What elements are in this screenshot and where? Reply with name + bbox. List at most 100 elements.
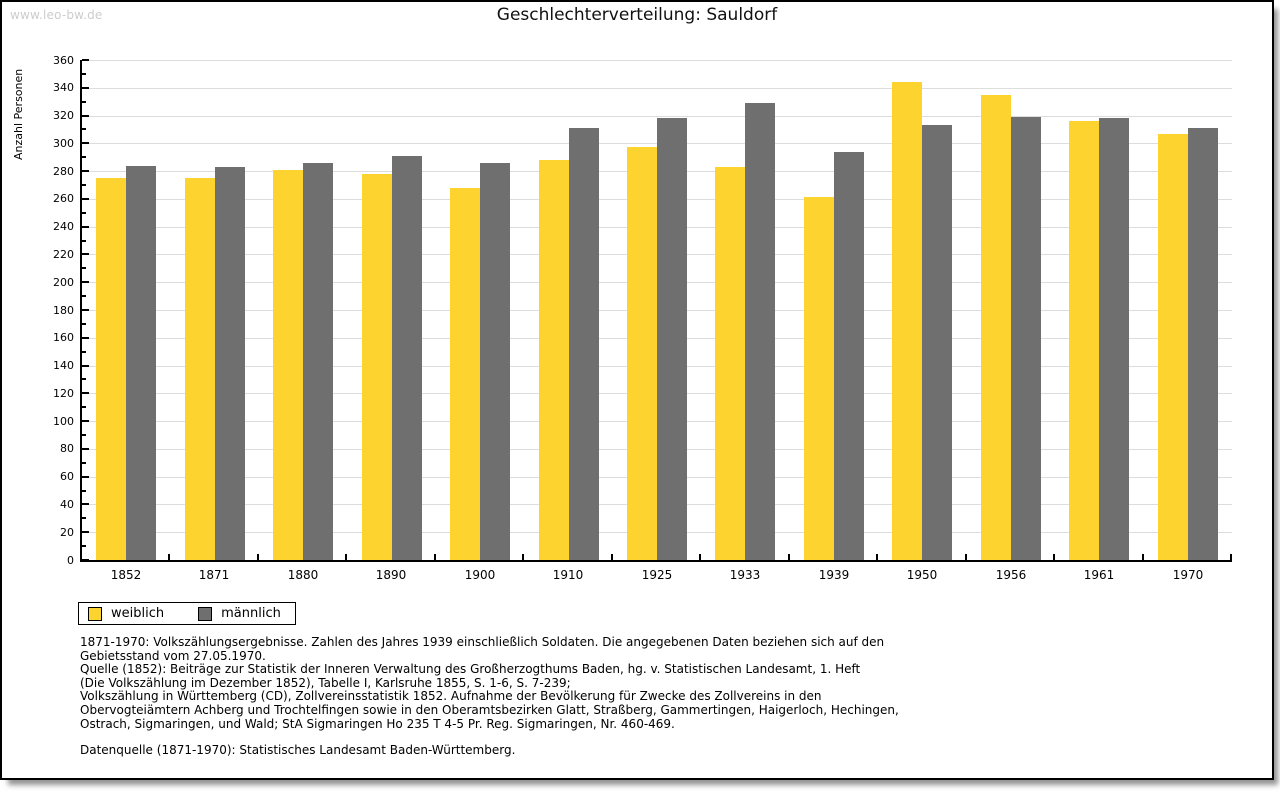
y-tick-160 bbox=[82, 336, 89, 339]
legend-item-weiblich: weiblich bbox=[88, 606, 164, 621]
y-tick-220 bbox=[82, 253, 89, 256]
note-line-2: Gebietsstand vom 27.05.1970. bbox=[80, 648, 266, 663]
y-minor-tick-30 bbox=[82, 517, 86, 520]
legend-item-männlich: männlich bbox=[198, 606, 281, 621]
note-line-4: (Die Volkszählung im Dezember 1852), Tab… bbox=[80, 675, 571, 690]
note-line-1: 1871-1970: Volkszählungsergebnisse. Zahl… bbox=[80, 635, 885, 649]
y-minor-tick-110 bbox=[82, 406, 86, 409]
y-tick-240 bbox=[82, 225, 89, 228]
note-line-5: Volkszählung in Württemberg (CD), Zollve… bbox=[80, 689, 822, 704]
gridline-y-360 bbox=[82, 60, 1232, 61]
x-label-1961: 1961 bbox=[1083, 568, 1115, 582]
bar-männlich-1925 bbox=[657, 118, 687, 560]
bar-männlich-1852 bbox=[126, 166, 156, 560]
x-label-1910: 1910 bbox=[552, 568, 584, 582]
y-tick-label-320: 320 bbox=[53, 109, 74, 123]
y-minor-tick-130 bbox=[82, 378, 86, 381]
x-label-1890: 1890 bbox=[375, 568, 407, 582]
x-tick-9 bbox=[876, 554, 878, 560]
x-tick-13 bbox=[1230, 554, 1232, 560]
y-tick-260 bbox=[82, 197, 89, 200]
y-tick-label-220: 220 bbox=[53, 247, 74, 261]
bar-weiblich-1890 bbox=[362, 174, 392, 560]
x-label-1925: 1925 bbox=[641, 568, 673, 582]
y-tick-label-340: 340 bbox=[53, 81, 74, 95]
x-tick-5 bbox=[522, 554, 524, 560]
x-tick-4 bbox=[434, 554, 436, 560]
bar-weiblich-1933 bbox=[715, 167, 745, 560]
y-tick-label-40: 40 bbox=[60, 497, 74, 511]
y-tick-label-120: 120 bbox=[53, 386, 74, 400]
chart-title: Geschlechterverteilung: Sauldorf bbox=[496, 5, 778, 25]
plot-area: 0 20 40 60 80 100 120 140 160 180 200 220 240 260 280 3… bbox=[53, 54, 1232, 582]
bar-männlich-1910 bbox=[569, 128, 599, 560]
legend-swatch-weiblich bbox=[88, 606, 102, 621]
y-tick-40 bbox=[82, 503, 89, 506]
note-line-7: Ostrach, Sigmaringen, und Wald; StA Sigm… bbox=[80, 716, 675, 731]
note-line-6: Obervogteiämtern Achberg und Trochtelfin… bbox=[80, 702, 899, 717]
bar-männlich-1880 bbox=[303, 163, 333, 560]
y-tick-label-300: 300 bbox=[53, 136, 74, 150]
x-tick-3 bbox=[345, 554, 347, 560]
note-line-3: Quelle (1852): Beiträge zur Statistik de… bbox=[80, 662, 861, 677]
legend-swatch-männlich bbox=[198, 606, 213, 621]
y-tick-label-360: 360 bbox=[53, 53, 74, 67]
y-tick-label-160: 160 bbox=[53, 331, 74, 345]
y-minor-tick-170 bbox=[82, 322, 86, 325]
bar-weiblich-1871 bbox=[185, 178, 215, 560]
y-axis-title: Anzahl Personen bbox=[12, 68, 25, 160]
y-tick-300 bbox=[82, 142, 89, 145]
bar-weiblich-1961 bbox=[1069, 121, 1099, 560]
x-label-1970: 1970 bbox=[1172, 568, 1204, 582]
bar-weiblich-1939 bbox=[804, 197, 834, 560]
bar-männlich-1961 bbox=[1099, 118, 1129, 560]
y-minor-tick-270 bbox=[82, 184, 86, 186]
bar-männlich-1950 bbox=[922, 125, 952, 560]
y-tick-60 bbox=[82, 475, 89, 478]
y-tick-320 bbox=[82, 114, 89, 117]
y-tick-140 bbox=[82, 364, 89, 367]
x-tick-11 bbox=[1053, 554, 1055, 560]
y-tick-200 bbox=[82, 281, 89, 284]
x-tick-1 bbox=[168, 554, 170, 560]
y-minor-tick-70 bbox=[82, 461, 86, 464]
y-tick-20 bbox=[82, 531, 89, 534]
x-tick-10 bbox=[965, 554, 967, 560]
y-tick-label-200: 200 bbox=[53, 275, 74, 289]
y-minor-tick-150 bbox=[82, 350, 86, 353]
y-tick-0 bbox=[82, 559, 89, 561]
watermark-leo-bw: www.leo-bw.de bbox=[10, 8, 103, 22]
y-tick-80 bbox=[82, 447, 89, 450]
x-tick-12 bbox=[1142, 554, 1144, 560]
y-minor-tick-230 bbox=[82, 239, 86, 242]
bar-männlich-1970 bbox=[1188, 128, 1218, 560]
y-tick-label-180: 180 bbox=[53, 303, 74, 317]
y-minor-tick-350 bbox=[82, 72, 86, 75]
gridline-y-320 bbox=[82, 115, 1232, 117]
source-notes: 1871-1970: Volkszählungsergebnisse. Zahl… bbox=[80, 635, 1180, 731]
y-tick-label-280: 280 bbox=[53, 164, 74, 178]
y-tick-label-140: 140 bbox=[53, 359, 74, 373]
y-tick-label-100: 100 bbox=[53, 414, 74, 428]
y-tick-label-260: 260 bbox=[53, 192, 74, 206]
bar-männlich-1956 bbox=[1011, 117, 1041, 560]
y-tick-label-20: 20 bbox=[60, 525, 74, 539]
legend: weiblich männlich bbox=[78, 602, 296, 625]
x-label-1900: 1900 bbox=[464, 568, 496, 582]
y-tick-100 bbox=[82, 420, 89, 423]
x-tick-7 bbox=[699, 554, 701, 560]
bar-weiblich-1910 bbox=[539, 160, 569, 560]
y-minor-tick-290 bbox=[82, 156, 86, 159]
y-tick-label-60: 60 bbox=[60, 470, 74, 484]
x-label-1871: 1871 bbox=[198, 568, 230, 582]
y-minor-tick-50 bbox=[82, 489, 86, 492]
bar-weiblich-1900 bbox=[450, 188, 480, 560]
y-minor-tick-330 bbox=[82, 100, 86, 103]
x-label-1950: 1950 bbox=[906, 568, 938, 582]
y-tick-label-240: 240 bbox=[53, 220, 74, 234]
x-label-1852: 1852 bbox=[110, 568, 142, 582]
y-tick-280 bbox=[82, 170, 89, 173]
y-tick-label-0: 0 bbox=[67, 553, 74, 567]
bar-weiblich-1956 bbox=[981, 95, 1011, 560]
x-label-1956: 1956 bbox=[995, 568, 1027, 582]
